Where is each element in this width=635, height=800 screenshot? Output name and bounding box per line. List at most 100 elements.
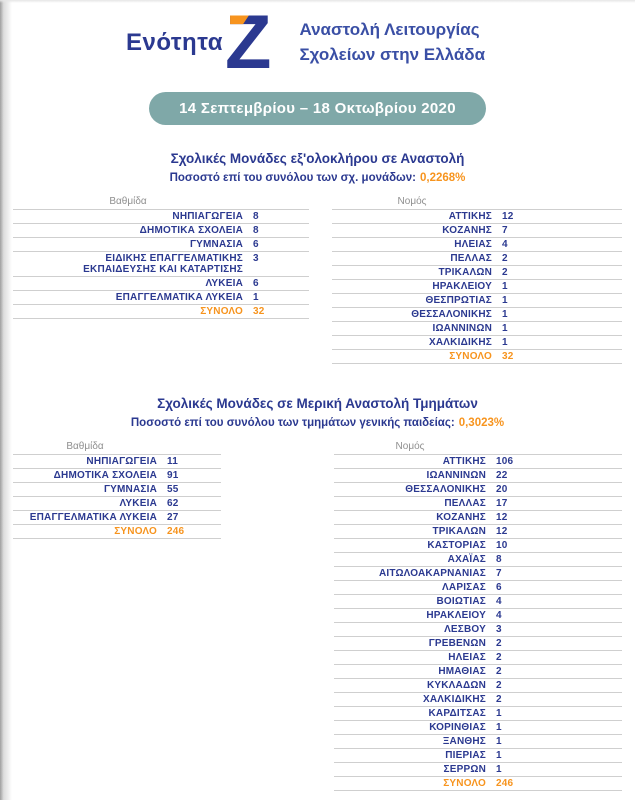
row-label: ΗΡΑΚΛΕΙΟΥ bbox=[426, 609, 486, 621]
table-row: ΠΕΛΛΑΣ 17 bbox=[334, 497, 622, 511]
table-row: ΧΑΛΚΙΔΙΚΗΣ 1 bbox=[332, 336, 622, 350]
table-row: ΗΡΑΚΛΕΙΟΥ 4 bbox=[334, 609, 622, 623]
row-label: ΗΛΕΙΑΣ bbox=[448, 651, 486, 663]
row-label: ΚΑΡΔΙΤΣΑΣ bbox=[428, 707, 486, 719]
row-value: 8 bbox=[496, 553, 502, 565]
table-row: ΧΑΛΚΙΔΙΚΗΣ 2 bbox=[334, 693, 622, 707]
table-row: ΗΡΑΚΛΕΙΟΥ 1 bbox=[332, 280, 622, 294]
row-label: ΝΗΠΙΑΓΩΓΕΙΑ bbox=[86, 455, 157, 467]
row-value: 10 bbox=[496, 539, 508, 551]
table-by-level: Βαθμίδα ΝΗΠΙΑΓΩΓΕΙΑ 8 ΔΗΜΟΤΙΚΑ ΣΧΟΛΕΙΑ 8 ΓΥΜΝ… bbox=[13, 196, 309, 319]
table-row: ΚΥΚΛΑΔΩΝ 2 bbox=[334, 679, 622, 693]
row-label: ΗΡΑΚΛΕΙΟΥ bbox=[432, 280, 492, 292]
row-value: 27 bbox=[167, 511, 179, 523]
column-header: Νομός bbox=[332, 196, 622, 210]
table-row: ΔΗΜΟΤΙΚΑ ΣΧΟΛΕΙΑ 8 bbox=[13, 224, 309, 238]
date-range-banner: 14 Σεπτεμβρίου – 18 Οκτωβρίου 2020 bbox=[149, 91, 486, 125]
section-letter: Z Z bbox=[225, 5, 271, 81]
row-value: 1 bbox=[496, 721, 502, 733]
table-row: ΗΛΕΙΑΣ 2 bbox=[334, 651, 622, 665]
page-title: Αναστολή Λειτουργίας Σχολείων στην Ελλάδ… bbox=[299, 18, 485, 67]
total-label: ΣΥΝΟΛΟ bbox=[114, 525, 157, 537]
row-value: 2 bbox=[496, 679, 502, 691]
table-by-prefecture: Νομός ΑΤΤΙΚΗΣ 106 ΙΩΑΝΝΙΝΩΝ 22 ΘΕΣΣΑΛΟΝΙΚΗΣ 20… bbox=[334, 441, 622, 791]
table-row: ΣΕΡΡΩΝ 1 bbox=[334, 763, 622, 777]
table-row: ΚΟΖΑΝΗΣ 12 bbox=[334, 511, 622, 525]
table-row: ΗΜΑΘΙΑΣ 2 bbox=[334, 665, 622, 679]
row-label: ΕΠΑΓΓΕΛΜΑΤΙΚΑ ΛΥΚΕΙΑ bbox=[115, 291, 243, 303]
table-row: ΛΕΣΒΟΥ 3 bbox=[334, 623, 622, 637]
row-label: ΚΑΣΤΟΡΙΑΣ bbox=[427, 539, 486, 551]
table-row: ΙΩΑΝΝΙΝΩΝ 22 bbox=[334, 469, 622, 483]
row-value: 12 bbox=[502, 210, 514, 222]
subtitle-label: Ποσοστό επί του συνόλου των τμημάτων γεν… bbox=[130, 416, 455, 429]
row-label: ΤΡΙΚΑΛΩΝ bbox=[432, 525, 486, 537]
tables-row: Βαθμίδα ΝΗΠΙΑΓΩΓΕΙΑ 11 ΔΗΜΟΤΙΚΑ ΣΧΟΛΕΙΑ 91 ΓΥ… bbox=[0, 441, 635, 791]
row-label: ΣΕΡΡΩΝ bbox=[443, 763, 486, 775]
table-row: ΚΑΣΤΟΡΙΑΣ 10 bbox=[334, 539, 622, 553]
section-subtitle: Ποσοστό επί του συνόλου των σχ. μονάδων:… bbox=[0, 172, 635, 184]
row-label: ΧΑΛΚΙΔΙΚΗΣ bbox=[423, 693, 486, 705]
table-row: ΕΙΔΙΚΗΣ ΕΠΑΓΓΕΛΜΑΤΙΚΗΣ ΕΚΠΑΙΔΕΥΣΗΣ ΚΑΙ Κ… bbox=[13, 252, 309, 277]
table-row: ΓΥΜΝΑΣΙΑ 6 bbox=[13, 238, 309, 252]
table-row: ΕΠΑΓΓΕΛΜΑΤΙΚΑ ΛΥΚΕΙΑ 27 bbox=[13, 511, 221, 525]
total-label: ΣΥΝΟΛΟ bbox=[449, 350, 492, 362]
row-label: ΚΟΖΑΝΗΣ bbox=[436, 511, 486, 523]
row-label: ΛΥΚΕΙΑ bbox=[119, 497, 157, 509]
row-value: 3 bbox=[496, 623, 502, 635]
table-row: ΚΟΖΑΝΗΣ 7 bbox=[332, 224, 622, 238]
table-row: ΘΕΣΣΑΛΟΝΙΚΗΣ 20 bbox=[334, 483, 622, 497]
percentage-value: 0,2268% bbox=[420, 171, 466, 184]
table-row: ΙΩΑΝΝΙΝΩΝ 1 bbox=[332, 322, 622, 336]
table-by-level: Βαθμίδα ΝΗΠΙΑΓΩΓΕΙΑ 11 ΔΗΜΟΤΙΚΑ ΣΧΟΛΕΙΑ 91 ΓΥ… bbox=[13, 441, 221, 539]
total-row: ΣΥΝΟΛΟ 32 bbox=[13, 305, 309, 319]
row-value: 55 bbox=[167, 483, 179, 495]
row-value: 2 bbox=[502, 252, 508, 264]
row-value: 1 bbox=[496, 735, 502, 747]
table-row: ΕΠΑΓΓΕΛΜΑΤΙΚΑ ΛΥΚΕΙΑ 1 bbox=[13, 291, 309, 305]
column-header: Βαθμίδα bbox=[13, 441, 221, 455]
row-value: 7 bbox=[502, 224, 508, 236]
row-value: 62 bbox=[167, 497, 179, 509]
row-value: 6 bbox=[496, 581, 502, 593]
table-row: ΚΟΡΙΝΘΙΑΣ 1 bbox=[334, 721, 622, 735]
page-title-line2: Σχολείων στην Ελλάδα bbox=[299, 44, 486, 64]
row-value: 1 bbox=[496, 707, 502, 719]
subtitle-label: Ποσοστό επί του συνόλου των σχ. μονάδων: bbox=[169, 171, 416, 184]
total-label: ΣΥΝΟΛΟ bbox=[200, 305, 243, 317]
row-label: ΙΩΑΝΝΙΝΩΝ bbox=[426, 469, 486, 481]
row-label: ΞΑΝΘΗΣ bbox=[442, 735, 486, 747]
total-label: ΣΥΝΟΛΟ bbox=[443, 777, 486, 789]
table-row: ΓΡΕΒΕΝΩΝ 2 bbox=[334, 637, 622, 651]
row-label: ΠΕΛΛΑΣ bbox=[450, 252, 492, 264]
table-row: ΚΑΡΔΙΤΣΑΣ 1 bbox=[334, 707, 622, 721]
table-row: ΘΕΣΠΡΩΤΙΑΣ 1 bbox=[332, 294, 622, 308]
section-letter-base: Z bbox=[225, 0, 272, 85]
row-label: ΗΛΕΙΑΣ bbox=[454, 238, 492, 250]
table-row: ΛΑΡΙΣΑΣ 6 bbox=[334, 581, 622, 595]
row-value: 17 bbox=[496, 497, 508, 509]
table-row: ΠΕΛΛΑΣ 2 bbox=[332, 252, 622, 266]
table-row: ΠΙΕΡΙΑΣ 1 bbox=[334, 749, 622, 763]
row-value: 12 bbox=[496, 525, 508, 537]
row-label: ΑΧΑΪΑΣ bbox=[447, 553, 486, 565]
total-value: 32 bbox=[253, 305, 265, 317]
row-label: ΑΤΤΙΚΗΣ bbox=[442, 455, 486, 467]
table-by-prefecture: Νομός ΑΤΤΙΚΗΣ 12 ΚΟΖΑΝΗΣ 7 ΗΛΕΙΑΣ 4 ΠΕΛΛΑΣ 2 ΤΡΙΚ… bbox=[332, 196, 622, 364]
table-row: ΞΑΝΘΗΣ 1 bbox=[334, 735, 622, 749]
row-value: 4 bbox=[502, 238, 508, 250]
total-value: 246 bbox=[167, 525, 185, 537]
table-row: ΑΙΤΩΛΟΑΚΑΡΝΑΝΙΑΣ 7 bbox=[334, 567, 622, 581]
row-value: 11 bbox=[167, 455, 178, 467]
row-label: ΒΟΙΩΤΙΑΣ bbox=[436, 595, 486, 607]
row-value: 8 bbox=[253, 224, 259, 236]
page-title-line1: Αναστολή Λειτουργίας bbox=[299, 20, 480, 40]
row-value: 20 bbox=[496, 483, 508, 495]
row-value: 106 bbox=[496, 455, 514, 467]
row-value: 1 bbox=[496, 749, 502, 761]
row-value: 2 bbox=[496, 693, 502, 705]
row-value: 1 bbox=[496, 763, 502, 775]
row-label: ΑΤΤΙΚΗΣ bbox=[448, 210, 492, 222]
row-label: ΚΥΚΛΑΔΩΝ bbox=[426, 679, 486, 691]
